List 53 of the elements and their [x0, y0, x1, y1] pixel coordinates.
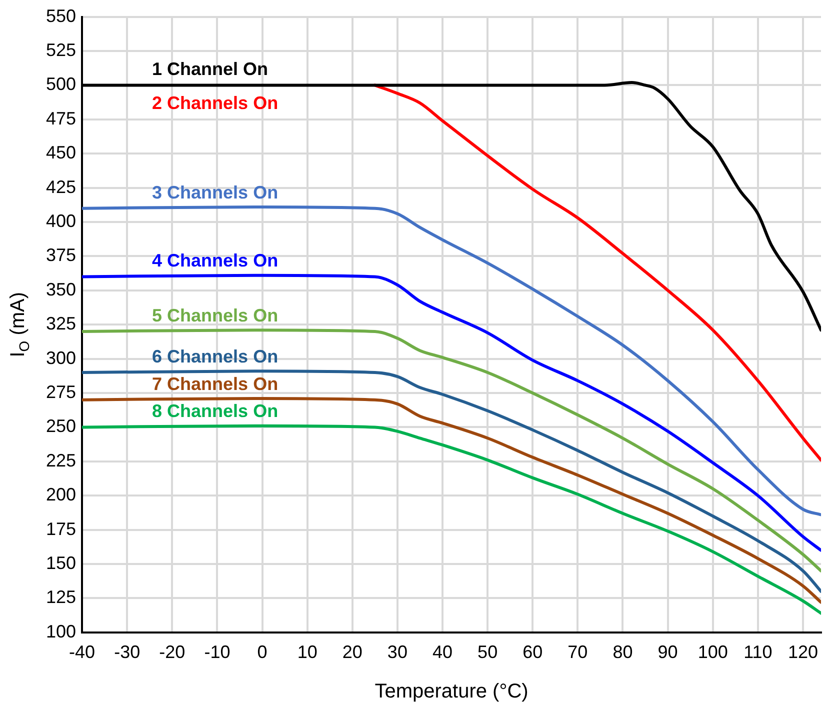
y-tick-label: 250 [46, 416, 76, 436]
series-label: 7 Channels On [152, 374, 278, 394]
x-tick-label: 120 [788, 642, 818, 662]
x-tick-label: 40 [432, 642, 453, 662]
y-tick-label: 275 [46, 382, 76, 402]
series-label: 6 Channels On [152, 346, 278, 366]
x-tick-label: 100 [698, 642, 728, 662]
x-tick-label: -20 [159, 642, 186, 662]
series-label: 8 Channels On [152, 401, 278, 422]
y-tick-label: 175 [46, 518, 76, 539]
line-series [82, 370, 822, 593]
line-series [373, 84, 822, 462]
y-tick-label: 475 [46, 108, 76, 128]
y-tick-label: 325 [46, 314, 76, 334]
x-tick-label: -40 [69, 642, 96, 662]
y-tick-label: 425 [46, 176, 76, 197]
line-series [82, 205, 822, 516]
y-tick-label: 100 [46, 621, 76, 642]
line-series [82, 274, 822, 552]
y-tick-label: 500 [46, 74, 76, 94]
y-tick-label: 200 [46, 484, 76, 505]
x-tick-label: 70 [568, 642, 588, 662]
x-tick-label: 90 [658, 642, 678, 662]
x-tick-label: -10 [204, 642, 230, 662]
y-axis-title: IO (mA) [7, 292, 32, 358]
x-tick-label: 0 [257, 642, 268, 662]
y-tick-label: 400 [46, 210, 76, 231]
y-tick-label: 550 [46, 6, 76, 26]
line-series [82, 328, 822, 572]
y-tick-label: 525 [46, 40, 76, 60]
x-tick-label: 110 [744, 642, 772, 662]
series-label: 5 Channels On [152, 305, 278, 326]
y-tick-label: 300 [46, 348, 76, 368]
x-tick-label: 20 [342, 642, 362, 662]
series-label: 3 Channels On [152, 182, 278, 202]
x-axis-title: Temperature (°C) [374, 680, 528, 703]
y-tick-label: 125 [46, 587, 76, 608]
x-tick-label: -30 [114, 642, 140, 662]
y-tick-label: 150 [46, 552, 76, 573]
y-tick-label: 450 [46, 142, 76, 163]
line-series [82, 424, 822, 615]
series-label: 4 Channels On [152, 250, 278, 271]
series-label: 1 Channel On [152, 59, 268, 80]
x-tick-label: 80 [612, 642, 633, 662]
x-tick-label: 50 [478, 642, 498, 662]
y-tick-label: 375 [46, 245, 76, 266]
x-tick-label: 60 [522, 642, 543, 662]
text: 2 Channels On [152, 93, 278, 114]
x-tick-label: 10 [297, 642, 318, 662]
y-tick-label: 350 [46, 279, 76, 300]
line-series [82, 396, 822, 604]
x-tick-label: 30 [387, 642, 408, 662]
y-tick-label: 225 [46, 450, 76, 470]
